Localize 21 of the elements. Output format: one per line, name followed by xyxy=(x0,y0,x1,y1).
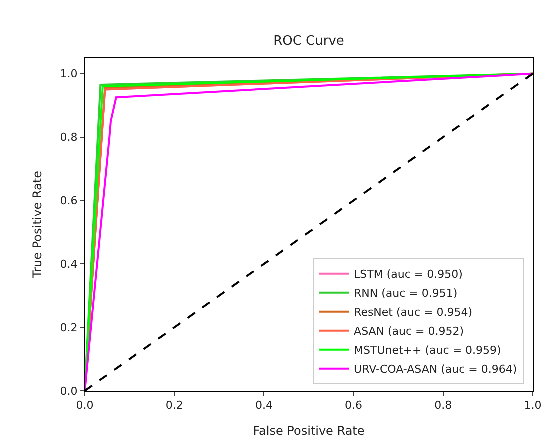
legend-label: LSTM (auc = 0.950) xyxy=(354,268,463,282)
x-tick-label: 0.2 xyxy=(166,399,184,412)
y-tick-label: 0.2 xyxy=(60,321,78,334)
legend-label: URV-COA-ASAN (auc = 0.964) xyxy=(354,363,518,376)
legend-label: MSTUnet++ (auc = 0.959) xyxy=(354,344,502,358)
y-tick-label: 0.4 xyxy=(60,258,78,271)
x-tick-label: 0.4 xyxy=(255,399,273,412)
x-tick-label: 0.6 xyxy=(345,399,363,412)
y-tick-label: 0.6 xyxy=(60,194,78,208)
y-tick-label: 1.0 xyxy=(60,68,78,81)
chart-title: ROC Curve xyxy=(274,34,344,49)
x-tick-label: 1.0 xyxy=(524,399,542,412)
x-tick-label: 0.0 xyxy=(76,399,94,412)
legend-label: ASAN (auc = 0.952) xyxy=(354,325,464,338)
y-axis-title: True Positive Rate xyxy=(30,171,45,279)
y-tick-label: 0.8 xyxy=(60,131,78,144)
legend-label: ResNet (auc = 0.954) xyxy=(354,306,473,320)
x-axis-title: False Positive Rate xyxy=(253,424,365,438)
legend-label: RNN (auc = 0.951) xyxy=(354,287,458,300)
x-tick-label: 0.8 xyxy=(434,399,452,412)
y-tick-label: 0.0 xyxy=(60,384,78,398)
